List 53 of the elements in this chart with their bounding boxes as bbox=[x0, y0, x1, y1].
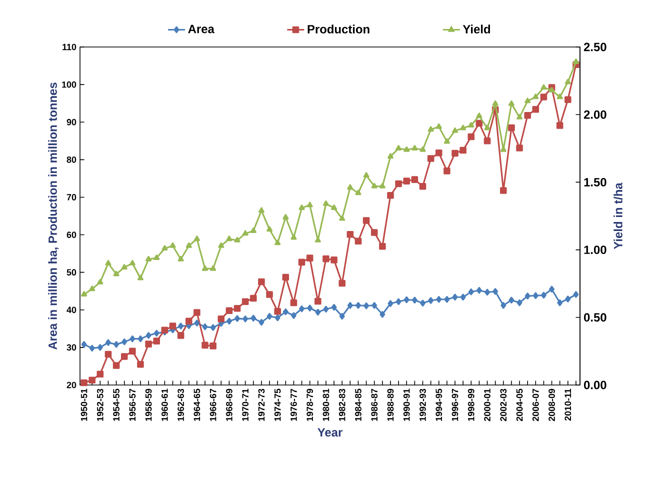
x-tick-label: 1984-85 bbox=[355, 388, 362, 421]
y-tick-label: 70 bbox=[66, 194, 76, 200]
y-tick-label: 100 bbox=[62, 81, 76, 88]
x-tick-label: 1956-57 bbox=[129, 388, 136, 421]
x-tick-label: 1950-51 bbox=[80, 388, 88, 421]
x-axis-title: Year bbox=[318, 428, 342, 437]
x-tick-label: 1972-73 bbox=[258, 388, 265, 421]
x-tick-label: 1978-79 bbox=[306, 388, 314, 421]
y2-tick-label: 0.50 bbox=[584, 313, 606, 322]
x-tick-label: 1994-95 bbox=[436, 388, 442, 421]
y2-axis-title: Yield in t/ha bbox=[614, 182, 623, 250]
x-tick-label: 1964-65 bbox=[194, 388, 200, 421]
y-tick-label: 110 bbox=[62, 44, 76, 50]
x-tick-label: 1968-69 bbox=[226, 388, 232, 421]
x-tick-label: 1960-61 bbox=[162, 388, 168, 421]
y-tick-label: 60 bbox=[66, 232, 76, 238]
x-tick-label: 1990-91 bbox=[403, 388, 410, 421]
x-tick-label: 1986-87 bbox=[371, 388, 378, 421]
legend-label: Area bbox=[188, 24, 214, 34]
y-tick-label: 20 bbox=[66, 382, 76, 388]
x-tick-label: 1966-67 bbox=[210, 388, 216, 421]
x-tick-label: 1992-93 bbox=[420, 388, 426, 421]
y-tick-label: 50 bbox=[66, 269, 76, 276]
y-tick-label: 30 bbox=[66, 344, 76, 351]
x-tick-label: 2002-03 bbox=[500, 388, 507, 422]
x-tick-label: 1958-59 bbox=[145, 388, 152, 421]
y2-tick-label: 2.50 bbox=[584, 42, 606, 52]
x-tick-label: 1974-75 bbox=[274, 388, 281, 421]
x-tick-label: 1962-63 bbox=[178, 388, 184, 421]
y2-tick-label: 1.00 bbox=[584, 246, 606, 254]
legend-label: Yield bbox=[462, 24, 490, 34]
x-tick-label: 1970-71 bbox=[242, 388, 249, 421]
legend-label: Production bbox=[308, 24, 370, 34]
x-tick-label: 2006-07 bbox=[532, 388, 539, 422]
y2-tick-label: 1.50 bbox=[584, 178, 606, 186]
x-tick-label: 2008-09 bbox=[548, 388, 555, 422]
x-tick-label: 1998-99 bbox=[468, 388, 474, 421]
x-tick-label: 2000-01 bbox=[484, 388, 490, 422]
x-tick-label: 1980-81 bbox=[322, 388, 330, 421]
x-tick-label: 2004-05 bbox=[516, 388, 523, 422]
y-tick-label: 90 bbox=[66, 118, 76, 126]
x-tick-label: 1988-89 bbox=[387, 388, 394, 421]
x-tick-label: 1996-97 bbox=[452, 388, 458, 421]
x-tick-label: 2010-11 bbox=[564, 388, 572, 421]
x-tick-label: 1952-53 bbox=[96, 388, 104, 421]
y-tick-label: 80 bbox=[66, 156, 76, 163]
y-axis-title: Area in million ha, Production in million tonnes bbox=[48, 82, 59, 350]
y-tick-label: 40 bbox=[66, 306, 76, 314]
x-tick-label: 1976-77 bbox=[290, 388, 297, 421]
y2-tick-label: 2.00 bbox=[584, 110, 606, 119]
y2-tick-label: 0.00 bbox=[584, 380, 606, 390]
x-tick-label: 1954-55 bbox=[113, 388, 120, 421]
x-tick-label: 1982-83 bbox=[338, 388, 346, 421]
